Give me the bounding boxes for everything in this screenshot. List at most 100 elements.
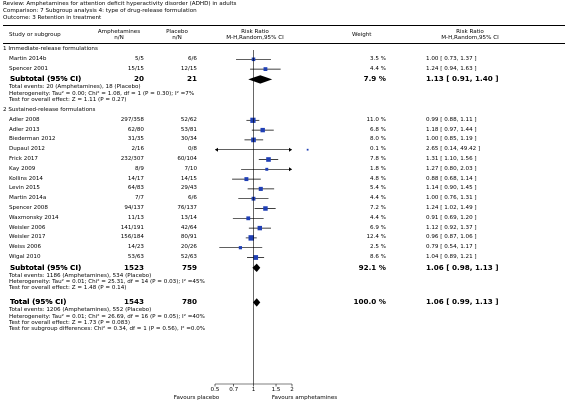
subgroup-note: Heterogeneity: Tau² = 0.00; Chi² = 1.08,…: [9, 90, 195, 97]
study-name: Biederman 2012: [9, 136, 56, 143]
subtotal-label: Subtotal (95% CI): [10, 262, 82, 272]
ci-arrow-right: [289, 167, 292, 172]
placebo-events: 6/6: [187, 195, 197, 202]
x-tick-label: 1.5: [271, 387, 281, 393]
study-rr-ci: 1.24 [ 1.02, 1.49 ]: [426, 205, 477, 211]
study-rr-ci: 2.65 [ 0.14, 49.42 ]: [426, 146, 481, 153]
study-name: Kollins 2014: [9, 175, 43, 182]
study-point: [260, 127, 265, 133]
placebo-events: 7/10: [184, 165, 197, 172]
study-weight: 8.0 %: [370, 136, 386, 143]
subtotal-label: Total (95% CI): [10, 297, 67, 307]
placebo-events: 14/15: [180, 175, 197, 182]
ci-arrow-right: [289, 147, 292, 152]
amph-events: 94/137: [124, 205, 144, 211]
study-name: Waxmonsky 2014: [9, 214, 59, 221]
amph-events: 156/184: [120, 234, 144, 241]
study-name: Spencer 2001: [9, 65, 48, 72]
study-name: Wigal 2010: [9, 254, 41, 260]
study-name: Frick 2017: [9, 156, 38, 162]
study-weight: 4.4 %: [370, 65, 386, 72]
study-weight: 1.8 %: [370, 165, 386, 172]
study-point: [246, 216, 251, 221]
study-name: Weisler 2006: [9, 224, 46, 231]
subtotal-label: Subtotal (95% CI): [10, 74, 82, 84]
study-weight: 7.2 %: [370, 205, 386, 211]
study-rr-ci: 1.31 [ 1.10, 1.56 ]: [426, 156, 477, 162]
placebo-events: 60/104: [177, 156, 197, 162]
rr2-method-header: M-H,Random,95% CI: [441, 35, 499, 41]
header-bottom-rule: [3, 43, 565, 44]
study-weight: 12.4 %: [366, 234, 386, 241]
study-point: [250, 117, 256, 123]
study-name: Martin 2014a: [9, 195, 47, 202]
amph-events: 15/15: [127, 65, 144, 72]
amph-events: 8/9: [134, 165, 144, 172]
study-weight: 3.5 %: [370, 55, 386, 62]
study-name: Spencer 2008: [9, 205, 48, 211]
review-line: Review: Amphetamines for attention defic…: [3, 1, 237, 7]
amph-events: 11/13: [127, 214, 144, 221]
study-rr-ci: 0.79 [ 0.54, 1.17 ]: [426, 244, 477, 251]
study-rr-ci: 1.27 [ 0.80, 2.03 ]: [426, 165, 477, 172]
study-weight: 0.1 %: [370, 146, 386, 153]
study-rr-ci: 1.04 [ 0.89, 1.21 ]: [426, 254, 477, 260]
study-weight: 4.8 %: [370, 175, 386, 182]
placebo-events: 53/81: [180, 126, 197, 133]
amph-unit-header: n/N: [114, 35, 124, 41]
study-name: Dupaul 2012: [9, 146, 45, 153]
study-point: [257, 225, 263, 231]
amph-events: 62/80: [127, 126, 144, 133]
placebo-events: 20/26: [180, 244, 197, 251]
study-point: [306, 148, 309, 151]
study-name: Adler 2013: [9, 126, 40, 133]
placebo-events: 52/62: [180, 116, 197, 123]
study-name: Kay 2009: [9, 165, 36, 172]
study-weight: 6.8 %: [370, 126, 386, 133]
study-column-header: Study or subgroup: [9, 32, 61, 38]
study-rr-ci: 1.13 [ 0.91, 1.40 ]: [426, 74, 499, 84]
rr2-column-header: Risk Ratio: [456, 29, 484, 35]
x-tick-label: 0.7: [229, 387, 239, 393]
study-rr-ci: 1.14 [ 0.90, 1.45 ]: [426, 185, 477, 192]
study-point: [238, 246, 243, 250]
study-weight: 4.4 %: [370, 214, 386, 221]
amph-column-header: Amphetamines: [97, 29, 141, 35]
amph-events: 297/358: [120, 116, 144, 123]
study-rr-ci: 0.96 [ 0.87, 1.06 ]: [426, 234, 477, 241]
study-point: [263, 67, 268, 72]
study-rr-ci: 1.06 [ 0.98, 1.13 ]: [426, 262, 499, 272]
subtotal-label: Subtotal (95% CI): [10, 262, 82, 272]
total-note: Total events: 1206 (Amphetamines), 552 (…: [9, 307, 152, 314]
rr-method-header: M-H,Random,95% CI: [226, 35, 284, 41]
amph-events: 7/7: [134, 195, 144, 202]
header-top-rule: [3, 25, 565, 26]
total-note: Test for overall effect: Z = 1.73 (P = 0…: [9, 319, 131, 326]
amph-events: 232/307: [120, 156, 144, 162]
subgroup-note: Total events: 20 (Amphetamines), 18 (Pla…: [9, 84, 141, 91]
amph-events: 64/83: [127, 185, 144, 192]
outcome-line: Outcome: 3 Retention in treatment: [3, 15, 102, 21]
study-weight: 92.1 %: [358, 262, 386, 272]
study-point: [244, 177, 249, 182]
study-point: [253, 255, 259, 260]
placebo-events: 52/63: [180, 254, 197, 260]
study-point: [263, 206, 268, 211]
amph-events: 141/191: [120, 224, 144, 231]
total-note: Heterogeneity: Tau² = 0.01; Chi² = 26.69…: [9, 313, 205, 320]
study-rr-ci: 1.00 [ 0.73, 1.37 ]: [426, 55, 477, 62]
study-weight: 100.0 %: [353, 297, 386, 307]
placebo-events: 759: [181, 262, 197, 272]
subgroup-note: Heterogeneity: Tau² = 0.01; Chi² = 25.31…: [9, 279, 205, 285]
study-rr-ci: 1.12 [ 0.92, 1.37 ]: [426, 224, 477, 231]
study-name: Martin 2014b: [9, 55, 47, 62]
study-rr-ci: 1.00 [ 0.85, 1.19 ]: [426, 136, 477, 143]
total-note: Test for subgroup differences: Chi² = 0.…: [9, 326, 206, 332]
placebo-events: 780: [181, 297, 197, 307]
subgroup-note: Test for overall effect: Z = 1.48 (P = 0…: [9, 285, 127, 292]
study-point: [258, 186, 263, 191]
placebo-events: 42/64: [180, 224, 197, 231]
study-point: [266, 157, 271, 162]
weight-column-header: Weight: [352, 32, 372, 38]
amph-events: 5/5: [134, 55, 144, 62]
